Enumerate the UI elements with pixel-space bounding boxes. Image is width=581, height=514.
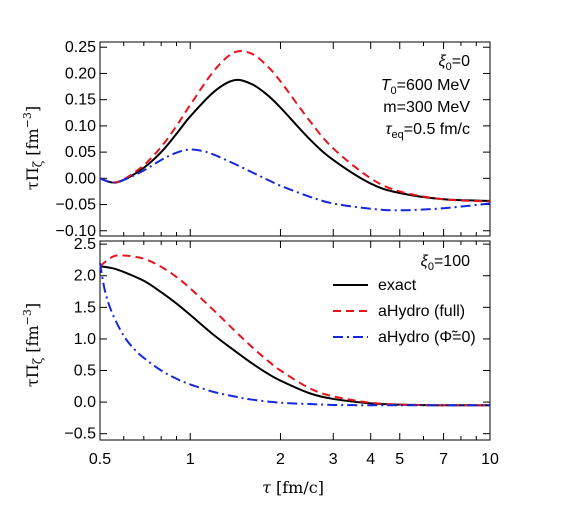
x-tick-label: 0.5 [89, 451, 111, 468]
y-tick-label: 0.05 [65, 144, 96, 161]
x-tick-label: 5 [395, 451, 404, 468]
y-tick-label: 1.5 [74, 299, 96, 316]
y-tick-label: 0.10 [65, 118, 96, 135]
y-tick-label: 2.0 [74, 268, 96, 285]
series-line-top-2 [99, 148, 491, 212]
x-ticks-top [99, 42, 491, 236]
x-axis-title: τ [fm/c] [262, 478, 324, 497]
y-tick-label: 0.00 [65, 170, 96, 187]
legend-label: exact [378, 277, 417, 294]
y-ticks-bottom: −0.5 0.0 0.5 1.0 1.5 2.0 2.5 [64, 236, 490, 443]
x-tick-label: 1 [186, 451, 195, 468]
plot-frame-top [99, 41, 491, 237]
series-bottom [99, 254, 491, 407]
y-ticks-top: −0.10 −0.05 0.00 0.05 0.10 0.15 0.20 0.25 [56, 39, 490, 240]
x-tick-label: 2 [276, 451, 285, 468]
plot-frame-bottom [99, 240, 491, 441]
annotation-xi0-top: ξ0=0 [438, 53, 470, 73]
series-line-top-0 [99, 78, 491, 202]
y-tick-label: −0.05 [56, 197, 97, 214]
series-top [99, 49, 491, 212]
x-tick-label: 10 [481, 451, 499, 468]
annotation-xi0-bottom: ξ0=100 [421, 253, 470, 273]
legend: exact aHydro (full) aHydro (Φ̃=0) [333, 277, 476, 346]
x-ticks-bottom: 0.5 1 2 3 4 5 7 10 [89, 241, 499, 468]
series-line-bottom-2 [99, 262, 490, 407]
y-tick-label: 1.0 [74, 331, 96, 348]
y-tick-label: 0.20 [65, 65, 96, 82]
y-tick-label: 0.25 [65, 39, 96, 56]
x-tick-label: 4 [366, 451, 375, 468]
y-tick-label: 0.15 [65, 92, 96, 109]
x-tick-label: 7 [439, 451, 448, 468]
y-tick-label: 0.0 [74, 394, 96, 411]
legend-label: aHydro (full) [378, 303, 465, 320]
y-axis-title-bottom: τΠζ [fm−3] [21, 303, 45, 387]
annotation-m: m=300 MeV [383, 99, 470, 116]
y-axis-title-top: τΠζ [fm−3] [21, 106, 45, 190]
y-tick-label: −0.10 [56, 223, 97, 240]
series-line-bottom-1 [99, 254, 491, 407]
x-tick-label: 3 [329, 451, 338, 468]
annotation-tau-eq: τeq=0.5 fm/c [386, 121, 470, 141]
panel-bottom: −0.5 0.0 0.5 1.0 1.5 2.0 2.5 0.5 1 2 3 4 5 7 10 τΠζ [… [21, 236, 499, 497]
series-line-bottom-0 [99, 265, 491, 407]
annotation-T0: T0=600 MeV [381, 77, 471, 97]
panel-top: −0.10 −0.05 0.00 0.05 0.10 0.15 0.20 0.25 τΠζ [… [21, 39, 491, 240]
legend-label: aHydro (Φ̃=0) [378, 329, 476, 346]
y-tick-label: 2.5 [74, 236, 96, 253]
y-tick-label: −0.5 [64, 426, 96, 443]
y-tick-label: 0.5 [74, 363, 96, 380]
